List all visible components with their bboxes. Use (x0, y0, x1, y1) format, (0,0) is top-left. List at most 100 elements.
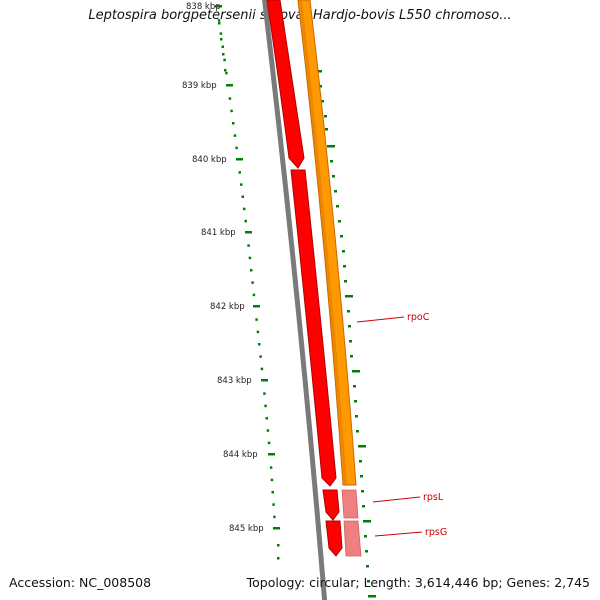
gc-content-mark (364, 535, 367, 538)
gene-arrow-rpsG (325, 520, 343, 557)
gc-content-mark (352, 370, 360, 373)
axis-tick-label: 842 kbp (210, 302, 245, 312)
axis-major-tick (253, 305, 260, 308)
axis-minor-tick (247, 244, 250, 247)
gc-content-mark (321, 100, 324, 103)
axis-minor-tick (273, 515, 276, 519)
gene-arrow-upper (266, 0, 305, 169)
axis-minor-tick (220, 38, 223, 41)
topology-summary: Topology: circular; Length: 3,614,446 bp… (246, 575, 590, 590)
gc-content-mark (345, 295, 353, 298)
axis-tick-label: 838 kbp (186, 2, 221, 12)
gc-content-track (309, 40, 376, 598)
gc-content-mark (319, 85, 322, 88)
gene-label-leader (374, 531, 423, 537)
gc-content-mark (350, 355, 353, 358)
axis-minor-tick (251, 281, 254, 284)
gc-content-mark (368, 595, 376, 598)
axis-minor-tick (243, 207, 246, 211)
cds-block-rpoC (297, 0, 357, 486)
axis-minor-tick (256, 330, 260, 334)
gc-content-mark (360, 475, 363, 478)
gc-content-mark (366, 565, 369, 568)
axis-minor-tick (264, 404, 267, 408)
gc-content-mark (325, 128, 328, 131)
gc-content-mark (348, 325, 351, 328)
cds-block-rpsG (343, 520, 362, 557)
axis-minor-tick (218, 22, 221, 25)
axis-major-tick (268, 453, 275, 456)
gc-content-mark (324, 115, 327, 118)
axis-minor-tick (241, 195, 244, 198)
gene-label-leader (372, 496, 421, 503)
gc-content-mark (356, 430, 359, 433)
axis-major-tick (236, 158, 243, 161)
backbone-track (262, 0, 328, 600)
gc-content-mark (334, 190, 337, 193)
axis-minor-tick (233, 134, 237, 137)
gc-content-mark (358, 445, 366, 448)
axis-minor-tick (235, 146, 238, 150)
gc-content-mark (330, 160, 333, 163)
axis-minor-tick (250, 269, 253, 272)
gc-content-mark (361, 490, 364, 493)
axis-minor-tick (277, 557, 280, 560)
gene-label-rpoC: rpoC (407, 312, 430, 323)
gene-label-rpsG: rpsG (425, 527, 447, 538)
gene-labels: rpoC rpsL rpsG (356, 312, 447, 538)
axis-minor-tick (238, 171, 241, 174)
gc-content-mark (343, 265, 346, 268)
axis-minor-tick (260, 367, 264, 371)
axis-minor-tick (270, 478, 274, 482)
axis-tick-label: 839 kbp (182, 81, 217, 91)
gc-content-mark (367, 580, 370, 583)
axis-minor-tick (252, 293, 256, 297)
axis-minor-tick (266, 429, 270, 432)
gc-content-mark (338, 220, 341, 223)
axis-minor-tick (228, 97, 232, 100)
axis-minor-tick (223, 58, 226, 62)
axis-major-tick (273, 527, 280, 530)
axis-minor-tick (244, 219, 247, 223)
gc-content-mark (340, 235, 343, 238)
axis-minor-tick (222, 53, 225, 56)
axis-minor-tick (240, 183, 243, 186)
gene-label-leader (356, 316, 405, 323)
axis-major-tick (215, 5, 222, 8)
axis-minor-tick (263, 392, 266, 395)
axis-minor-tick (248, 256, 252, 260)
gene-track (266, 0, 343, 557)
gene-arrow-rpoC (290, 169, 337, 487)
ruler-ticks: 838 kbp 839 kbp 840 kbp 841 kbp 842 kbp 843 k… (182, 2, 280, 560)
gc-content-mark (336, 205, 339, 208)
axis-minor-tick (221, 45, 224, 48)
axis-major-tick (226, 84, 233, 87)
axis-major-tick (261, 379, 268, 382)
axis-minor-tick (225, 71, 228, 75)
axis-tick-label: 845 kbp (229, 524, 264, 534)
gc-content-mark (359, 460, 362, 463)
gc-content-mark (362, 505, 365, 508)
accession-text: Accession: NC_008508 (9, 575, 152, 590)
axis-minor-tick (258, 343, 261, 346)
gc-content-mark (353, 385, 356, 388)
axis-minor-tick (230, 109, 233, 113)
cds-track (297, 0, 362, 557)
cds-block-shading (299, 0, 347, 485)
axis-minor-tick (224, 69, 227, 72)
gc-content-mark (349, 340, 352, 343)
axis-minor-tick (271, 491, 274, 494)
gc-content-mark (363, 520, 371, 523)
axis-minor-tick (272, 503, 275, 506)
backbone-line (262, 0, 328, 600)
axis-minor-tick (267, 441, 271, 445)
gene-arrow-rpsL (322, 489, 340, 521)
gc-content-mark (355, 415, 358, 418)
axis-minor-tick (217, 19, 221, 22)
axis-minor-tick (232, 122, 235, 125)
gc-content-mark (365, 550, 368, 553)
gc-content-mark (342, 250, 345, 253)
cds-block-rpsL (341, 489, 359, 519)
axis-minor-tick (259, 355, 262, 358)
